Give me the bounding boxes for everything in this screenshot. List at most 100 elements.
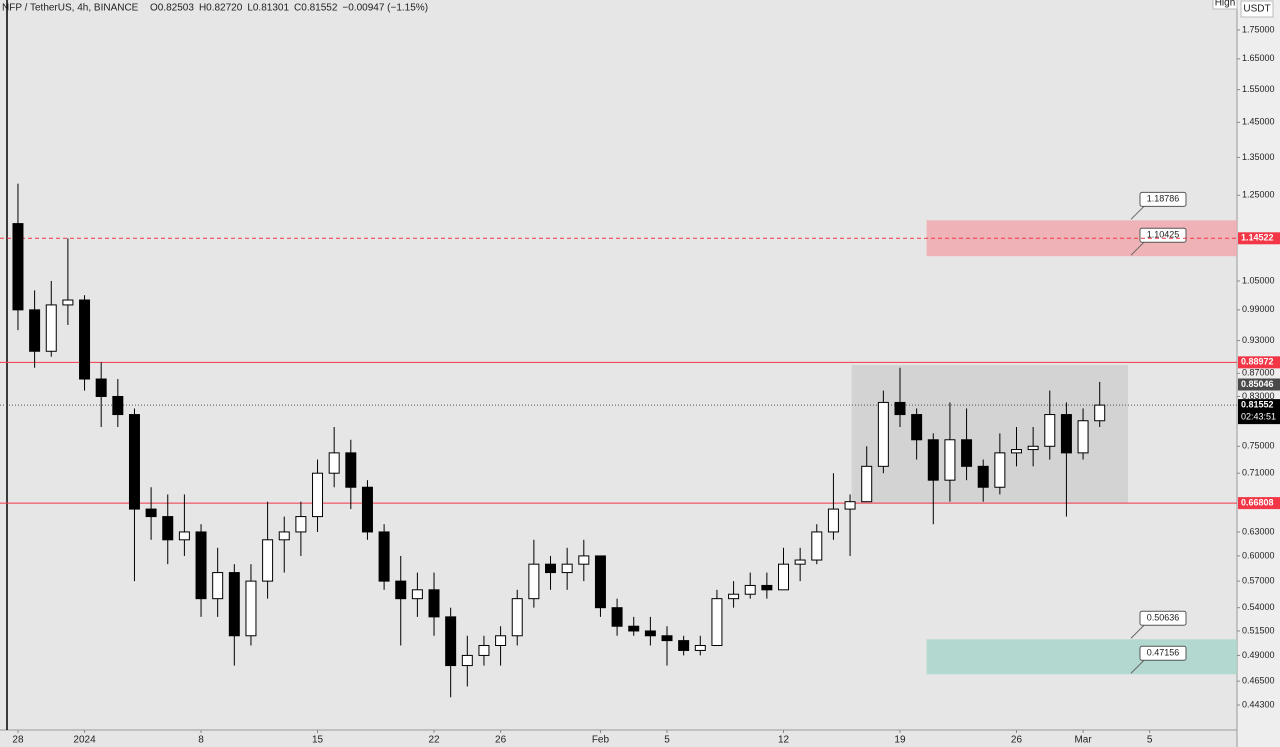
candle-body xyxy=(461,654,473,667)
candle-body xyxy=(678,640,690,651)
candle-body xyxy=(628,625,640,632)
candle-body xyxy=(894,401,906,416)
price-tag xyxy=(1238,497,1280,510)
callout-label: 0.47156 xyxy=(1147,648,1180,658)
callout-label: 1.18786 xyxy=(1147,194,1180,204)
y-tick-label: 0.63000 xyxy=(1242,526,1275,536)
y-tick-label: 0.83000 xyxy=(1242,391,1275,401)
candle-body xyxy=(62,299,74,306)
y-tick-label: 0.49000 xyxy=(1242,650,1275,660)
candle-body xyxy=(262,539,274,582)
currency: USDT xyxy=(1243,4,1270,15)
candle-body xyxy=(811,531,823,561)
callout-pointer xyxy=(1130,241,1145,256)
price-tag xyxy=(1238,399,1280,425)
callout-pointer xyxy=(1130,659,1145,674)
y-tick-label: 0.99000 xyxy=(1242,304,1275,314)
y-tick-label: 0.75000 xyxy=(1242,441,1275,451)
candle-body xyxy=(1044,414,1056,447)
countdown: 02:43:51 xyxy=(1241,411,1276,421)
callout-label: 0.50636 xyxy=(1147,613,1180,623)
y-tick-label: 1.35000 xyxy=(1242,152,1275,162)
candle-body xyxy=(561,563,573,574)
candle-body xyxy=(1027,445,1039,451)
x-tick-label: 5 xyxy=(1147,735,1153,746)
y-tick-label: 1.45000 xyxy=(1242,117,1275,127)
candle-body xyxy=(827,508,839,533)
x-tick-label: 28 xyxy=(12,735,24,746)
candle-body xyxy=(178,531,190,541)
price-axis-bg xyxy=(1237,0,1280,747)
price-tag-label: 0.88972 xyxy=(1241,357,1274,367)
candle-body xyxy=(45,304,57,352)
x-tick-label: 2024 xyxy=(73,735,96,746)
x-tick-label: 15 xyxy=(312,735,324,746)
y-tick-label: 0.54000 xyxy=(1242,602,1275,612)
candle-body xyxy=(661,635,673,642)
x-tick-label: 5 xyxy=(664,735,670,746)
candle-body xyxy=(495,635,507,646)
corner-label: High xyxy=(1215,0,1236,9)
candle-body xyxy=(145,508,157,518)
currency-box xyxy=(1240,0,1274,18)
callout-pointer xyxy=(1130,205,1145,220)
ohlc-legend: O0.82503 H0.82720 L0.81301 C0.81552 −0.00947… xyxy=(150,3,428,14)
callout-pointer xyxy=(1130,624,1145,639)
candle-body xyxy=(911,414,923,441)
chart-title: NFP / TetherUS, 4h, BINANCE xyxy=(2,3,139,14)
x-tick-label: 8 xyxy=(198,735,204,746)
candle-body xyxy=(545,563,557,574)
candle-body xyxy=(944,439,956,481)
candle-body xyxy=(861,465,873,503)
y-tick-label: 1.75000 xyxy=(1242,24,1275,34)
y-tick-label: 0.60000 xyxy=(1242,550,1275,560)
candle-body xyxy=(128,414,140,510)
candle-body xyxy=(694,644,706,651)
candle-body xyxy=(245,580,257,637)
candle-body xyxy=(312,472,324,518)
candle-body xyxy=(162,516,174,541)
candle-body xyxy=(1077,420,1089,454)
candle-body xyxy=(295,516,307,533)
legend-value: C0.81552 xyxy=(294,3,338,14)
price-tag-label: 1.14522 xyxy=(1241,233,1274,243)
price-tag xyxy=(1238,356,1280,369)
x-tick-label: 26 xyxy=(495,735,507,746)
callout-box xyxy=(1139,645,1187,661)
corner-box xyxy=(1212,0,1238,10)
candle-body xyxy=(1060,414,1072,454)
candle-body xyxy=(977,465,989,488)
y-tick-label: 1.05000 xyxy=(1242,275,1275,285)
candle-body xyxy=(112,395,124,416)
y-tick-label: 0.87000 xyxy=(1242,368,1275,378)
candle-body xyxy=(1094,404,1106,422)
candle-body xyxy=(744,584,756,595)
candle-body xyxy=(12,223,24,311)
callout-box xyxy=(1139,610,1187,626)
candle-body xyxy=(428,589,440,618)
price-tag xyxy=(1238,232,1280,245)
candle-body xyxy=(927,439,939,481)
y-tick-label: 1.65000 xyxy=(1242,53,1275,63)
x-tick-label: 12 xyxy=(778,735,790,746)
candle-body xyxy=(95,378,107,397)
candle-body xyxy=(877,401,889,467)
candle-body xyxy=(761,584,773,591)
candle-body xyxy=(278,531,290,541)
candle-body xyxy=(445,616,457,667)
candle-body xyxy=(1011,449,1022,454)
zone xyxy=(926,639,1237,675)
candle-body xyxy=(594,555,606,609)
legend-value: L0.81301 xyxy=(247,3,289,14)
candle-body xyxy=(644,630,656,637)
x-tick-label: 22 xyxy=(428,735,440,746)
candle-body xyxy=(29,309,41,352)
y-tick-label: 1.55000 xyxy=(1242,84,1275,94)
candle-body xyxy=(361,486,373,533)
candle-body xyxy=(345,452,357,488)
candle-body xyxy=(778,563,789,591)
price-tag-label: 0.81552 xyxy=(1241,399,1274,409)
price-tag-label: 0.85046 xyxy=(1241,379,1274,389)
x-tick-label: Mar xyxy=(1074,735,1092,746)
